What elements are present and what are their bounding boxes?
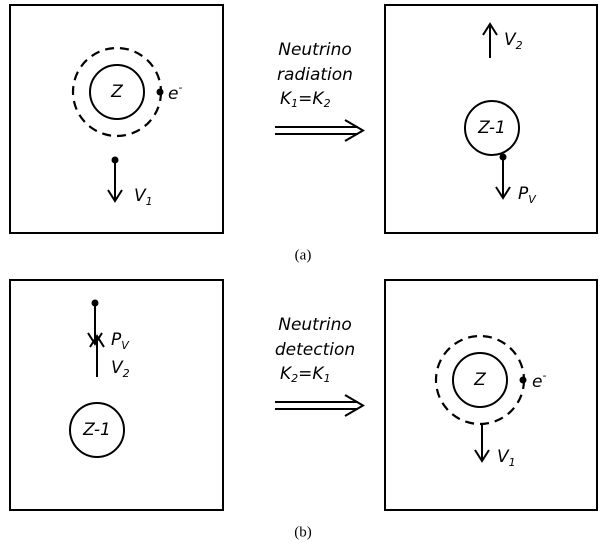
panel-b: PV V2 Z-1 Neutrino detection K2=K1 Z e- … bbox=[10, 280, 597, 540]
electron-dot bbox=[157, 89, 164, 96]
momentum-label: PV bbox=[518, 184, 537, 206]
nucleus-label: Z-1 bbox=[82, 420, 111, 440]
arrow bbox=[475, 424, 489, 461]
electron-dot bbox=[520, 377, 527, 384]
double-arrow bbox=[275, 120, 363, 141]
process-line: Neutrino bbox=[278, 315, 352, 335]
electron-label: e- bbox=[532, 369, 546, 392]
process-line: radiation bbox=[277, 65, 353, 85]
electron-label: e- bbox=[168, 81, 182, 104]
arrow bbox=[496, 157, 510, 198]
double-arrow bbox=[275, 395, 363, 416]
process-line: Neutrino bbox=[278, 40, 352, 60]
caption: (a) bbox=[295, 247, 312, 263]
velocity-label: V2 bbox=[111, 358, 130, 380]
momentum-label: PV bbox=[111, 330, 130, 352]
velocity-label: V1 bbox=[134, 186, 153, 208]
arrow bbox=[483, 24, 497, 58]
panel-a: Z e- V1 Neutrino radiation K1=K2 V2 Z-1 … bbox=[10, 5, 597, 263]
relation: K2=K1 bbox=[280, 364, 331, 385]
diagram: Z e- V1 Neutrino radiation K1=K2 V2 Z-1 … bbox=[0, 0, 606, 546]
box bbox=[385, 280, 597, 510]
process-line: detection bbox=[275, 340, 355, 360]
box bbox=[10, 280, 223, 510]
caption: (b) bbox=[294, 524, 312, 540]
arrow bbox=[108, 160, 122, 201]
arrow bbox=[90, 336, 104, 377]
nucleus-label: Z bbox=[110, 82, 123, 102]
velocity-label: V2 bbox=[504, 30, 523, 52]
nucleus-label: Z-1 bbox=[477, 118, 506, 138]
velocity-label: V1 bbox=[497, 447, 516, 469]
nucleus-label: Z bbox=[473, 370, 486, 390]
relation: K1=K2 bbox=[280, 89, 331, 110]
